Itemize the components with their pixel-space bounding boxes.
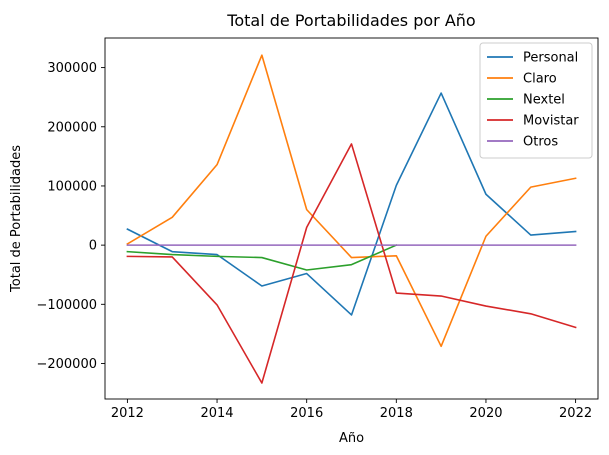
legend: Personal Claro Nextel Movistar Otros bbox=[479, 42, 593, 159]
legend-label-personal: Personal bbox=[523, 51, 578, 66]
y-tick-label: −200000 bbox=[36, 357, 97, 372]
y-tick-label: 300000 bbox=[47, 61, 97, 76]
x-tick-label: 2016 bbox=[290, 406, 323, 421]
y-tick-label: 0 bbox=[89, 239, 97, 254]
x-tick-label: 2014 bbox=[200, 406, 233, 421]
x-tick-label: 2012 bbox=[111, 406, 144, 421]
series-line-personal bbox=[126, 92, 577, 316]
legend-label-nextel: Nextel bbox=[523, 93, 565, 108]
series-line-claro bbox=[126, 54, 577, 348]
y-tick-label: 200000 bbox=[47, 120, 97, 135]
x-tick-label: 2018 bbox=[380, 406, 413, 421]
legend-box bbox=[479, 42, 593, 159]
legend-label-otros: Otros bbox=[523, 135, 558, 150]
y-tick-label: −100000 bbox=[36, 298, 97, 313]
x-axis-label: Año bbox=[339, 431, 364, 446]
x-tick-label: 2020 bbox=[469, 406, 502, 421]
legend-label-claro: Claro bbox=[523, 72, 557, 87]
x-tick-label: 2022 bbox=[559, 406, 592, 421]
series-line-nextel bbox=[126, 244, 398, 271]
chart-title: Total de Portabilidades por Año bbox=[226, 11, 475, 30]
y-tick-label: 100000 bbox=[47, 179, 97, 194]
y-axis-label: Total de Portabilidades bbox=[9, 145, 24, 293]
legend-label-movistar: Movistar bbox=[523, 114, 579, 129]
series-line-movistar bbox=[126, 143, 577, 384]
axes-frame bbox=[104, 37, 599, 400]
plot-area: 2012 2014 2016 2018 2020 2022 −200000 −100000 0 1… bbox=[36, 37, 599, 421]
